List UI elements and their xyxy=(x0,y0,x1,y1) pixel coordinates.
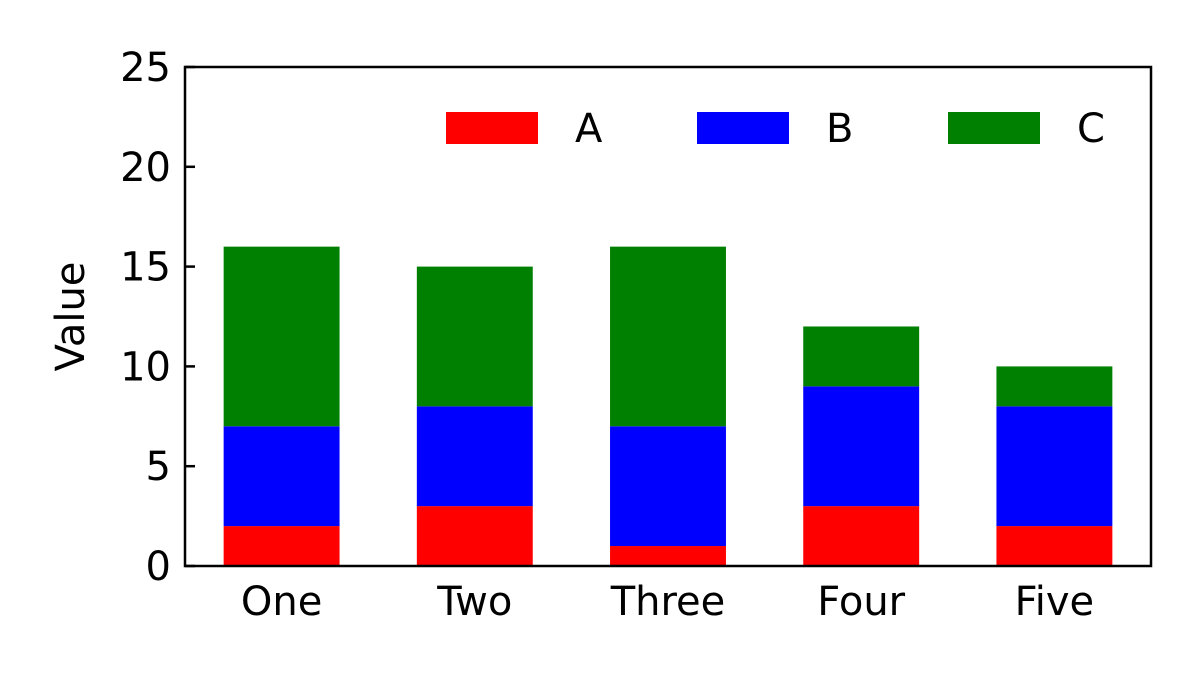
legend-label-b: B xyxy=(826,106,853,152)
y-tick-label: 0 xyxy=(146,544,171,590)
bar-four-c xyxy=(803,326,920,387)
bar-one-c xyxy=(223,246,340,427)
bar-two-c xyxy=(416,266,533,407)
bar-four-b xyxy=(803,386,920,507)
bar-two-a xyxy=(416,506,533,566)
bar-five-b xyxy=(996,406,1113,527)
legend: A B C xyxy=(446,106,1105,152)
y-tick-label: 25 xyxy=(120,45,171,91)
legend-swatch-b xyxy=(697,112,789,144)
x-tick-label: Five xyxy=(1015,579,1095,625)
bar-five-c xyxy=(996,366,1113,407)
bar-three-c xyxy=(610,246,726,427)
y-tick-label: 5 xyxy=(146,444,171,490)
bar-three-b xyxy=(610,426,726,547)
plot-frame xyxy=(183,65,1153,568)
legend-swatch-a xyxy=(446,112,538,144)
bar-two-b xyxy=(416,406,533,507)
x-tick-label: Three xyxy=(610,579,726,625)
bar-one-a xyxy=(223,526,340,566)
x-tick-label: One xyxy=(241,579,322,625)
bar-four-a xyxy=(803,506,920,566)
x-tick-label: Two xyxy=(436,579,512,625)
bar-five-a xyxy=(996,526,1113,566)
y-tick-label: 10 xyxy=(120,344,171,390)
bar-one-b xyxy=(223,426,340,527)
y-axis-label: Value xyxy=(48,262,94,372)
y-tick-label: 20 xyxy=(120,145,171,191)
legend-label-c: C xyxy=(1077,106,1105,152)
x-tick-label: Four xyxy=(817,579,905,625)
legend-swatch-c xyxy=(948,112,1040,144)
y-axis: 0 5 10 15 20 25 xyxy=(120,45,195,590)
legend-label-a: A xyxy=(575,106,603,152)
y-tick-label: 15 xyxy=(120,245,171,291)
bar-three-a xyxy=(610,546,726,566)
bars-layer xyxy=(223,246,1113,566)
x-axis: One Two Three Four Five xyxy=(241,579,1094,625)
